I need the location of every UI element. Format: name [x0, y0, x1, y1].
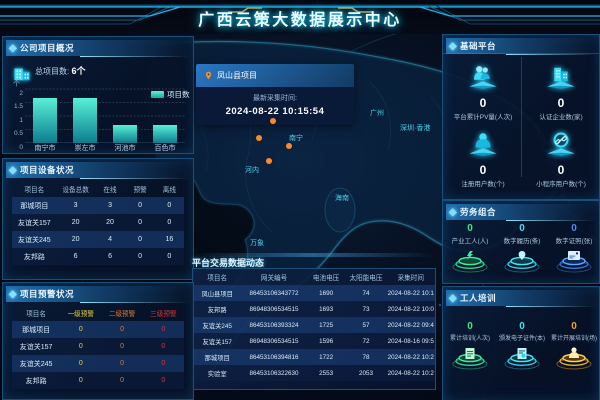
svg-text:海南: 海南 — [335, 193, 349, 202]
svg-text:南宁: 南宁 — [289, 133, 303, 142]
svg-text:河内: 河内 — [245, 165, 259, 174]
svg-text:万象: 万象 — [250, 238, 264, 247]
svg-text:广州: 广州 — [370, 108, 384, 117]
svg-text:深圳·香港: 深圳·香港 — [400, 123, 430, 132]
